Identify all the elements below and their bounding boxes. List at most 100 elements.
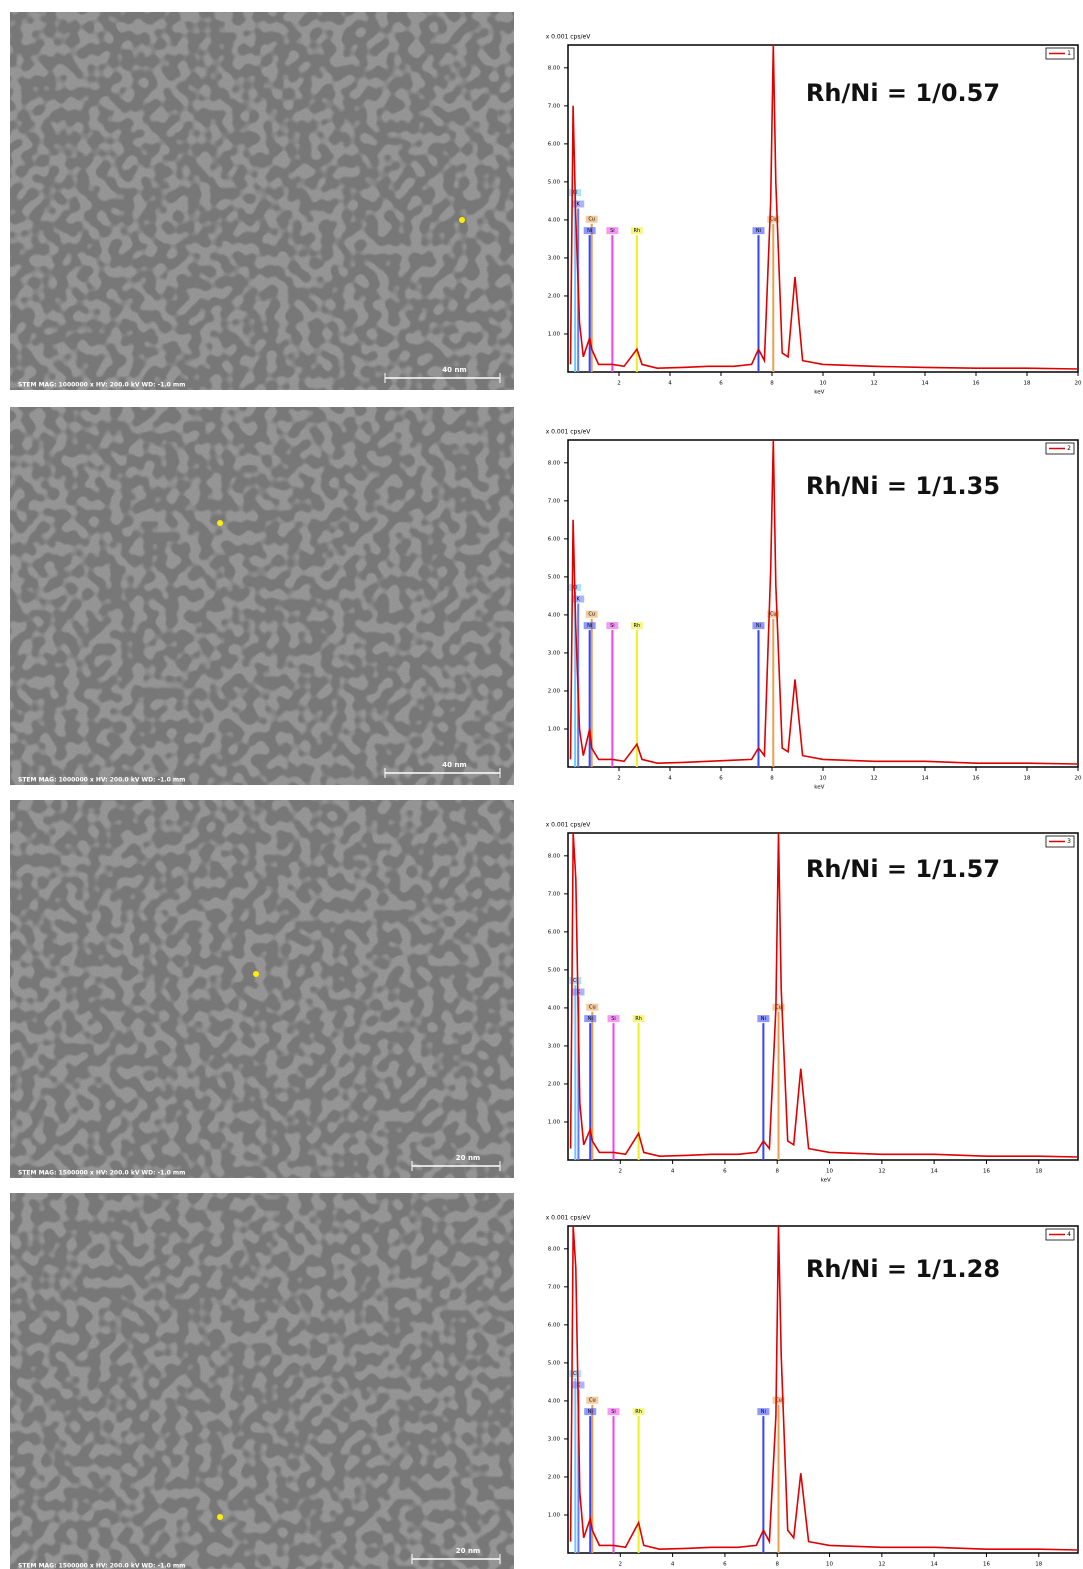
element-tag-bg [757, 1015, 770, 1023]
spectrum-chart: x 0.001 cps/eV keV 1.00 2.00 3.00 4.00 5.00 6.0… [546, 429, 1082, 791]
element-tag: Ni [587, 623, 592, 629]
marker-dot [217, 1514, 223, 1520]
x-tick-label: 14 [931, 1169, 938, 1175]
ratio-annotation: Rh/Ni = 1/1.35 [806, 472, 1000, 500]
y-tick-label: 7.00 [548, 1284, 561, 1290]
x-tick-label: 4 [668, 776, 672, 782]
ratio-annotation: Rh/Ni = 1/0.57 [806, 79, 1000, 107]
x-tick-label: 2 [617, 381, 621, 387]
element-tag: Cu [775, 1005, 782, 1011]
x-tick-label: 8 [770, 381, 774, 387]
x-tick-label: 6 [719, 776, 723, 782]
x-tick-label: 12 [878, 1562, 885, 1568]
micrograph: STEM MAG: 1000000 x HV: 200.0 kV WD: -1.… [10, 12, 514, 390]
plot-frame [567, 439, 1079, 768]
y-tick-label: 7.00 [548, 103, 561, 109]
element-tag-bg [572, 200, 585, 208]
element-tag-bg [757, 1408, 770, 1416]
y-tick-label: 4.00 [548, 612, 561, 618]
y-tick-label: 8.00 [548, 460, 561, 466]
x-axis-label: keV [821, 1178, 831, 1184]
x-tick-label: 18 [1035, 1562, 1042, 1568]
y-tick-label: 2.00 [548, 1474, 561, 1480]
micrograph-caption: STEM MAG: 1000000 x HV: 200.0 kV WD: -1.… [18, 382, 185, 389]
element-tag: Rh [634, 228, 641, 234]
x-tick-label: 14 [922, 381, 929, 387]
x-tick-label: 4 [671, 1562, 675, 1568]
marker-dot [253, 971, 259, 977]
spectrum-line [569, 44, 1079, 370]
scale-label: 20 nm [456, 1154, 480, 1162]
y-tick-label: 5.00 [548, 1360, 561, 1366]
element-tag-bg [607, 1015, 620, 1023]
element-tag: Ni [587, 228, 592, 234]
x-tick-label: 8 [775, 1169, 779, 1175]
x-tick-label: 16 [983, 1169, 990, 1175]
element-tag: Ni [761, 1409, 766, 1415]
legend-label: 4 [1067, 1231, 1071, 1238]
micrograph-caption: STEM MAG: 1000000 x HV: 200.0 kV WD: -1.… [18, 777, 185, 784]
element-tag: Rh [634, 623, 641, 629]
x-tick-label: 6 [723, 1562, 727, 1568]
y-tick-label: 4.00 [548, 217, 561, 223]
element-tag-bg [583, 622, 596, 630]
y-tick-label: 3.00 [548, 255, 561, 261]
x-tick-label: 2 [619, 1169, 623, 1175]
x-tick-label: 18 [1024, 381, 1031, 387]
element-tag-bg [767, 610, 780, 618]
element-tag-bg [569, 1370, 582, 1378]
y-tick-label: 8.00 [548, 853, 561, 859]
element-tag-bg [752, 227, 765, 235]
y-tick-label: 7.00 [548, 498, 561, 504]
element-tag: Ni [756, 228, 761, 234]
x-tick-label: 4 [671, 1169, 675, 1175]
y-tick-label: 5.00 [548, 179, 561, 185]
legend-label: 2 [1067, 445, 1071, 452]
plot-frame [567, 1225, 1079, 1554]
element-tag: K [577, 597, 581, 603]
element-tag-bg [752, 622, 765, 630]
element-tag: Cl [573, 978, 578, 984]
micrograph: STEM MAG: 1500000 x HV: 200.0 kV WD: -1.… [10, 800, 514, 1178]
element-tag-bg [630, 622, 643, 630]
x-axis-label: keV [814, 390, 824, 396]
element-tag: Ni [761, 1016, 766, 1022]
marker-dot [217, 520, 223, 526]
element-tag: Cu [588, 612, 595, 618]
element-tag: Cl [573, 1371, 578, 1377]
y-axis-label: x 0.001 cps/eV [546, 34, 591, 41]
y-tick-label: 6.00 [548, 141, 561, 147]
element-tag: Cu [589, 1398, 596, 1404]
y-axis-label: x 0.001 cps/eV [546, 1215, 591, 1222]
element-tag-bg [632, 1015, 645, 1023]
spectrum-line [569, 832, 1079, 1158]
plot-frame [567, 44, 1079, 373]
micrograph: STEM MAG: 1000000 x HV: 200.0 kV WD: -1.… [10, 407, 514, 785]
y-tick-label: 2.00 [548, 1081, 561, 1087]
y-tick-label: 4.00 [548, 1005, 561, 1011]
element-tag-bg [569, 977, 582, 985]
y-tick-label: 7.00 [548, 891, 561, 897]
element-tag-bg [584, 1015, 597, 1023]
y-tick-label: 8.00 [548, 1246, 561, 1252]
x-tick-label: 12 [871, 776, 878, 782]
micrograph: STEM MAG: 1500000 x HV: 200.0 kV WD: -1.… [10, 1193, 514, 1569]
image-particles [10, 800, 514, 1178]
x-tick-label: 10 [826, 1169, 833, 1175]
image-particles [10, 407, 514, 785]
marker-dot [459, 217, 465, 223]
element-tag: Ni [588, 1016, 593, 1022]
element-tag: Cu [770, 217, 777, 223]
x-tick-label: 18 [1035, 1169, 1042, 1175]
x-tick-label: 10 [820, 776, 827, 782]
x-tick-label: 14 [922, 776, 929, 782]
x-tick-label: 10 [820, 381, 827, 387]
x-tick-label: 8 [775, 1562, 779, 1568]
y-tick-label: 2.00 [548, 293, 561, 299]
element-tag-bg [606, 227, 619, 235]
element-tag-bg [767, 215, 780, 223]
plot-frame [567, 832, 1079, 1161]
element-tag: Ni [756, 623, 761, 629]
y-tick-label: 3.00 [548, 1043, 561, 1049]
